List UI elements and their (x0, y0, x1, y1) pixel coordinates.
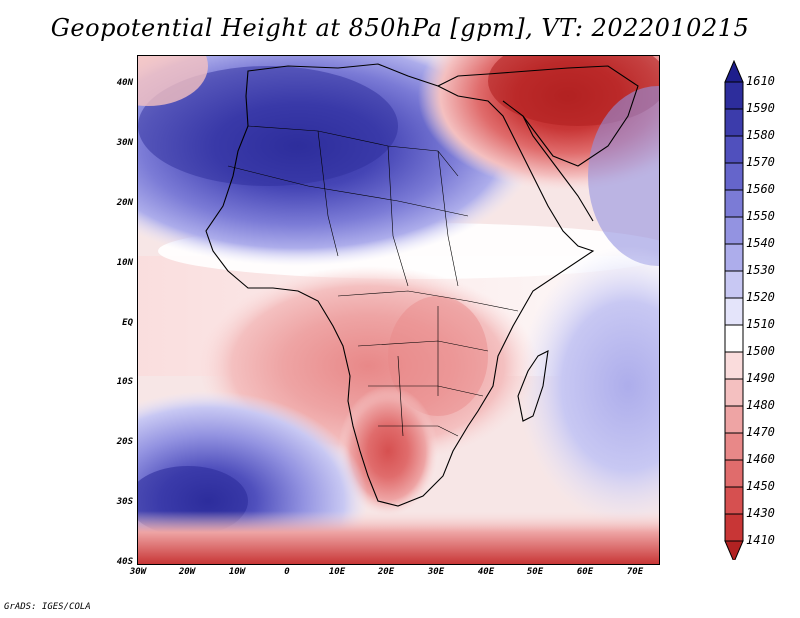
colorbar-box (724, 432, 744, 461)
colorbar-label: 1500 (746, 344, 775, 358)
colorbar-box (724, 108, 744, 137)
height-field (138, 56, 659, 564)
colorbar-box (724, 351, 744, 380)
colorbar-label: 1460 (746, 452, 775, 466)
lon-label-0: 0 (284, 567, 290, 577)
lat-label-30s: 30S (116, 497, 133, 507)
coastlines (205, 63, 639, 507)
colorbar-box (724, 216, 744, 245)
colorbar-box (724, 486, 744, 515)
lon-label-30w: 30W (129, 567, 147, 577)
lat-label-30n: 30N (116, 138, 133, 148)
lat-label-10s: 10S (116, 377, 133, 387)
lon-label-60e: 60E (576, 567, 594, 577)
colorbar-label: 1450 (746, 479, 775, 493)
lon-label-20w: 20W (178, 567, 196, 577)
colorbar-box (724, 378, 744, 407)
chart-title: Geopotential Height at 850hPa [gpm], VT:… (50, 14, 750, 42)
lat-label-20s: 20S (116, 437, 133, 447)
lat-label-eq: EQ (122, 318, 133, 328)
country-borders (227, 125, 519, 437)
colorbar-label: 1580 (746, 128, 775, 142)
colorbar-arrow-top (724, 60, 744, 83)
lon-label-50e: 50E (526, 567, 544, 577)
colorbar-box (724, 135, 744, 164)
lon-label-70e: 70E (626, 567, 644, 577)
colorbar-box (724, 459, 744, 488)
lon-label-40e: 40E (477, 567, 495, 577)
colorbar-box (724, 81, 744, 110)
colorbar-label: 1570 (746, 155, 775, 169)
lat-label-40s: 40S (116, 557, 133, 567)
map-panel (137, 55, 660, 565)
colorbar-label: 1490 (746, 371, 775, 385)
colorbar-box (724, 405, 744, 434)
colorbar (724, 60, 744, 560)
colorbar-label: 1520 (746, 290, 775, 304)
colorbar-label: 1480 (746, 398, 775, 412)
credit-text: GrADS: IGES/COLA (4, 602, 91, 612)
colorbar-label: 1590 (746, 101, 775, 115)
colorbar-box (724, 324, 744, 353)
colorbar-label: 1410 (746, 533, 775, 547)
colorbar-box (724, 189, 744, 218)
colorbar-label: 1510 (746, 317, 775, 331)
colorbar-label: 1550 (746, 209, 775, 223)
colorbar-box (724, 162, 744, 191)
lon-label-30e: 30E (427, 567, 445, 577)
colorbar-label: 1430 (746, 506, 775, 520)
colorbar-label: 1560 (746, 182, 775, 196)
colorbar-label: 1540 (746, 236, 775, 250)
colorbar-label: 1470 (746, 425, 775, 439)
colorbar-label: 1530 (746, 263, 775, 277)
lon-label-10w: 10W (228, 567, 246, 577)
lat-label-40n: 40N (116, 78, 133, 88)
colorbar-arrow-bottom (724, 540, 744, 560)
colorbar-label: 1610 (746, 74, 775, 88)
lon-label-20e: 20E (377, 567, 395, 577)
colorbar-box (724, 513, 744, 542)
colorbar-box (724, 243, 744, 272)
lon-label-10e: 10E (328, 567, 346, 577)
lat-label-20n: 20N (116, 198, 133, 208)
colorbar-box (724, 297, 744, 326)
lat-label-10n: 10N (116, 258, 133, 268)
colorbar-box (724, 270, 744, 299)
